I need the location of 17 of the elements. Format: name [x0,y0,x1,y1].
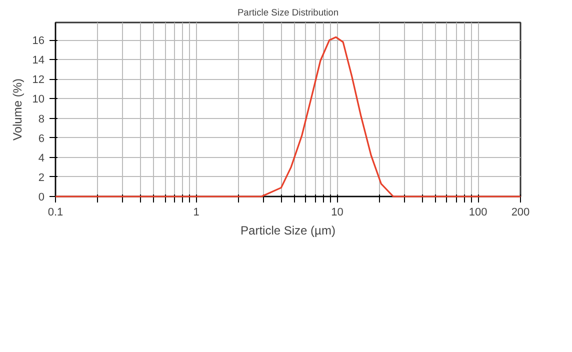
y-tick-label: 0 [38,192,45,204]
y-tick-label: 2 [38,172,45,184]
y-tick-label: 4 [38,152,45,164]
x-tick-label: 200 [511,206,530,218]
y-tick-label: 12 [32,74,45,86]
x-tick-label: 1 [193,206,200,218]
y-tick-label: 10 [32,94,45,106]
x-axis-title: Particle Size (µm) [240,224,336,238]
chart-title: Particle Size Distribution [237,8,339,18]
y-tick-label: 14 [32,54,45,67]
y-tick-label: 8 [38,113,45,126]
x-tick-label: 0.1 [48,206,64,218]
y-tick-label: 16 [32,35,45,48]
y-axis-title: Volume (%) [10,78,24,141]
y-tick-label: 6 [38,132,45,145]
x-tick-label: 10 [331,206,344,218]
x-tick-label: 100 [468,206,488,218]
